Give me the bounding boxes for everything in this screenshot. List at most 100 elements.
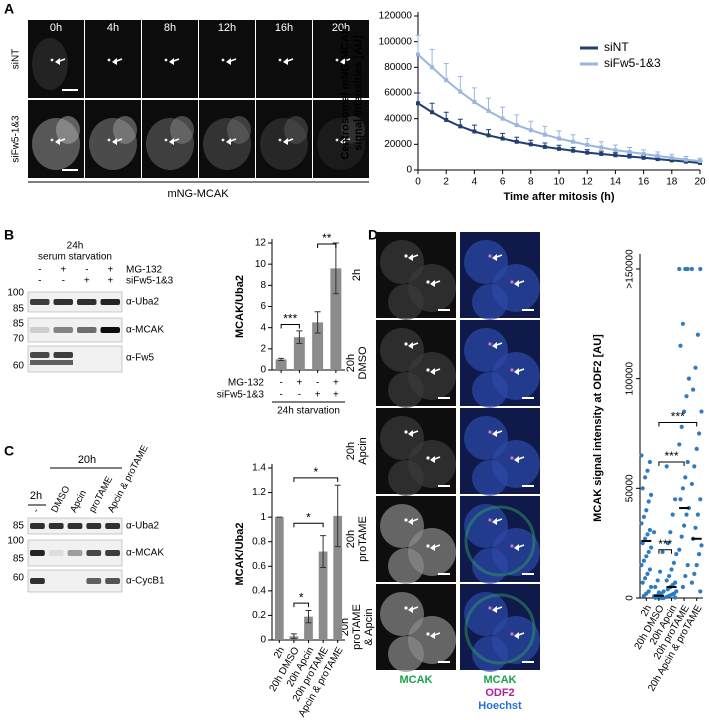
panel-label: C xyxy=(4,443,14,459)
treatment-sign: - xyxy=(62,276,65,287)
significance-label: * xyxy=(313,465,318,479)
treatment-sign: + xyxy=(107,276,113,287)
error-bar xyxy=(334,484,341,548)
centrosome xyxy=(404,254,408,258)
antibody-label: α-Uba2 xyxy=(126,521,159,532)
point xyxy=(486,133,491,138)
point xyxy=(677,266,682,272)
point xyxy=(472,129,477,134)
point xyxy=(677,547,682,552)
point xyxy=(698,159,702,164)
nucleus xyxy=(388,372,424,408)
x-tick-label: 16 xyxy=(638,177,650,188)
band xyxy=(30,327,50,333)
lane-label: 20h xyxy=(78,454,96,466)
point xyxy=(653,584,658,590)
centrosome xyxy=(50,58,54,62)
mw-label: 100 xyxy=(7,536,24,547)
point xyxy=(682,523,687,528)
x-axis-label: 24h starvation xyxy=(277,406,340,417)
y-tick-label: 1 xyxy=(260,512,266,523)
point xyxy=(557,146,561,151)
point xyxy=(639,521,644,526)
y-axis-label: MCAK/Uba2 xyxy=(234,523,246,586)
significance-bracket xyxy=(293,522,324,528)
row-label: 20h xyxy=(345,354,357,372)
point xyxy=(639,562,644,568)
band xyxy=(30,299,50,305)
band xyxy=(53,299,73,305)
significance-label: *** xyxy=(664,449,678,463)
y-tick-label: 0.6 xyxy=(252,561,266,572)
point xyxy=(660,549,665,555)
significance-bracket xyxy=(317,243,337,249)
arrow-head xyxy=(430,544,435,551)
y-tick-label: 4 xyxy=(260,322,266,333)
arrow-head xyxy=(492,342,497,349)
bar xyxy=(312,322,324,370)
row-label: & Apcin xyxy=(363,608,375,645)
band xyxy=(67,550,83,556)
panel-label: A xyxy=(4,1,14,17)
arrow-head xyxy=(408,606,413,613)
nucleus xyxy=(380,592,424,636)
band xyxy=(100,327,120,333)
band xyxy=(86,550,102,556)
point xyxy=(647,527,653,533)
significance-bracket xyxy=(658,461,685,466)
point xyxy=(689,481,695,487)
band xyxy=(30,360,73,365)
arrow-head xyxy=(283,138,288,145)
point xyxy=(692,571,697,576)
point xyxy=(694,562,699,568)
point xyxy=(678,497,683,502)
point xyxy=(689,580,695,585)
nucleus xyxy=(464,416,508,460)
point xyxy=(641,593,647,598)
centrosome xyxy=(426,544,430,548)
point xyxy=(644,554,649,559)
y-tick-label: 100000 xyxy=(379,36,413,47)
error-bar xyxy=(486,97,491,111)
point xyxy=(656,590,662,595)
significance-bracket xyxy=(658,549,672,554)
y-tick-label: 100000 xyxy=(625,362,636,396)
cell xyxy=(56,116,80,144)
condition-label: siFw5-1&3 xyxy=(217,390,265,401)
y-tick-label: 120000 xyxy=(379,11,413,22)
point xyxy=(665,587,671,592)
significance-label: * xyxy=(306,510,311,524)
bar xyxy=(333,515,343,640)
nucleus xyxy=(472,372,508,408)
band xyxy=(77,327,97,333)
nucleus xyxy=(464,592,508,636)
point xyxy=(430,65,435,70)
y-tick-label: 0 xyxy=(260,635,266,646)
caption: ODF2 xyxy=(485,687,514,699)
point xyxy=(655,153,660,158)
point xyxy=(571,139,576,144)
arrow-head xyxy=(514,632,519,639)
point xyxy=(613,153,618,158)
y-tick-label: 6 xyxy=(260,301,266,312)
point xyxy=(500,136,505,141)
point xyxy=(679,534,684,539)
y-axis-label: MCAK signal intensity at ODF2 [AU] xyxy=(592,334,604,522)
centrosome xyxy=(107,138,111,142)
point xyxy=(667,573,672,579)
arrow-head xyxy=(340,138,345,145)
point xyxy=(528,128,533,133)
point xyxy=(693,365,698,370)
timepoint-label: 0h xyxy=(50,22,62,34)
x-tick-label: 12 xyxy=(582,177,594,188)
centrosome xyxy=(488,254,492,258)
antibody-label: α-Fw5 xyxy=(126,353,154,364)
error-bar xyxy=(296,330,303,345)
y-tick-label: 80000 xyxy=(384,62,412,73)
error-bar xyxy=(429,48,435,68)
y-axis-label: signal intensities [AU] xyxy=(352,35,364,151)
centrosome xyxy=(510,544,514,548)
point xyxy=(684,394,689,399)
arrow-head xyxy=(169,58,174,65)
point xyxy=(674,552,679,557)
